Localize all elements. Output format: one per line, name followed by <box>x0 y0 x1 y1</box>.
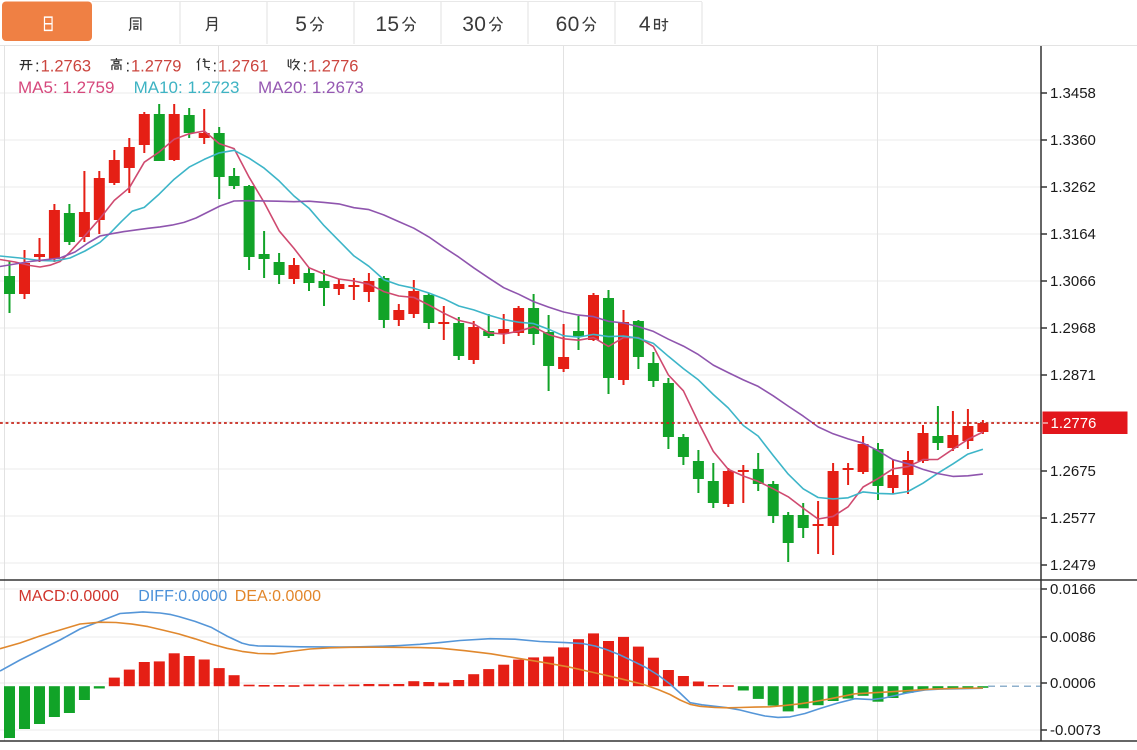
svg-text:-0.0073: -0.0073 <box>1050 722 1101 739</box>
svg-text:1.3164: 1.3164 <box>1050 226 1096 243</box>
svg-text:1.3458: 1.3458 <box>1050 85 1096 102</box>
svg-text:1.2776: 1.2776 <box>1051 415 1097 432</box>
svg-text:15: 15 <box>375 13 399 36</box>
svg-text:0.0006: 0.0006 <box>1050 675 1096 692</box>
svg-text:1.2968: 1.2968 <box>1050 320 1096 337</box>
svg-text:DIFF:0.0000: DIFF:0.0000 <box>138 588 227 605</box>
svg-text:MACD:0.0000: MACD:0.0000 <box>19 588 120 605</box>
svg-text:60: 60 <box>556 13 580 36</box>
svg-text:1.2577: 1.2577 <box>1050 510 1096 527</box>
svg-text:MA5: 1.2759: MA5: 1.2759 <box>18 78 114 97</box>
svg-text:0.0086: 0.0086 <box>1050 629 1096 646</box>
svg-text:1.2479: 1.2479 <box>1050 557 1096 574</box>
svg-text:1.3066: 1.3066 <box>1050 273 1096 290</box>
svg-text:1.3262: 1.3262 <box>1050 179 1096 196</box>
svg-text:1.2763: 1.2763 <box>41 57 91 75</box>
svg-text::: : <box>303 57 308 75</box>
svg-text:30: 30 <box>462 13 486 36</box>
svg-text:MA10: 1.2723: MA10: 1.2723 <box>134 78 240 97</box>
svg-text:1.2776: 1.2776 <box>308 57 358 75</box>
svg-text:1.3360: 1.3360 <box>1050 132 1096 149</box>
svg-text:1.2779: 1.2779 <box>131 57 181 75</box>
svg-text:1.2761: 1.2761 <box>218 57 268 75</box>
svg-text::: : <box>35 57 40 75</box>
svg-text::: : <box>126 57 131 75</box>
svg-text:0.0166: 0.0166 <box>1050 581 1096 598</box>
svg-text::: : <box>213 57 218 75</box>
svg-text:MA20: 1.2673: MA20: 1.2673 <box>258 78 364 97</box>
svg-text:1.2871: 1.2871 <box>1050 367 1096 384</box>
svg-text:1.2675: 1.2675 <box>1050 463 1096 480</box>
svg-text:4: 4 <box>639 13 651 36</box>
svg-text:5: 5 <box>295 13 307 36</box>
svg-text:DEA:0.0000: DEA:0.0000 <box>235 588 321 605</box>
